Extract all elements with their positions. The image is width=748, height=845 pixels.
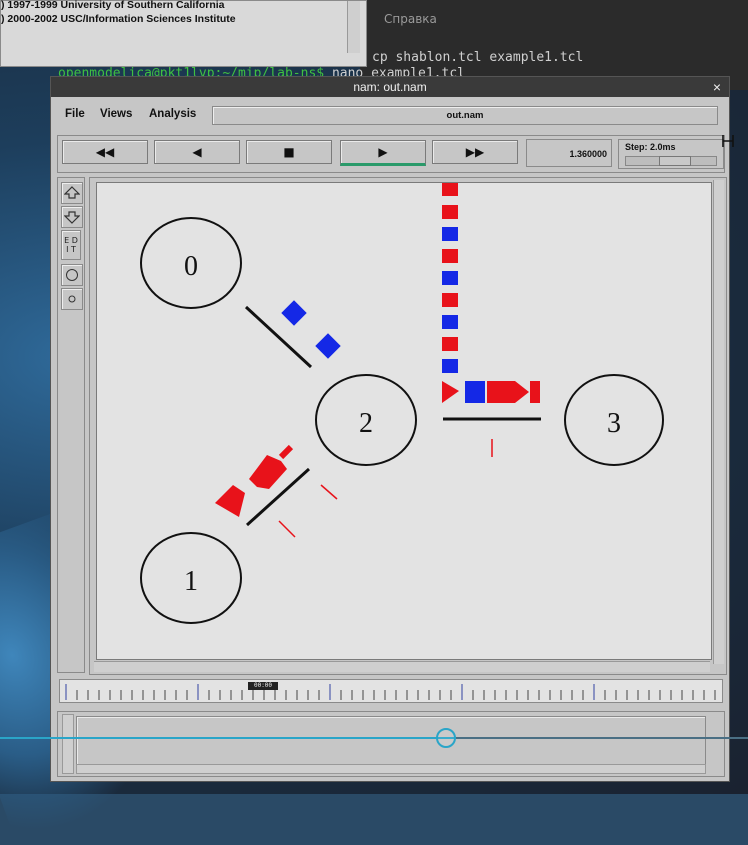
time-display: 1.360000 bbox=[526, 139, 612, 167]
monitor-content bbox=[76, 716, 706, 768]
step-slider[interactable] bbox=[625, 156, 717, 166]
menu-analysis[interactable]: Analysis bbox=[149, 108, 196, 120]
packet-red bbox=[278, 444, 294, 460]
queue-packet bbox=[442, 337, 458, 351]
step-slider-thumb[interactable] bbox=[659, 156, 691, 166]
terminal-command-line: cp shablon.tcl example1.tcl bbox=[372, 50, 584, 65]
node-2: 2 bbox=[315, 374, 417, 466]
queue-packet bbox=[442, 293, 458, 307]
horizontal-scrollbar[interactable] bbox=[94, 661, 710, 672]
queue-packet bbox=[442, 205, 458, 219]
zoom-out-icon[interactable] bbox=[61, 206, 83, 228]
vertical-scrollbar[interactable] bbox=[713, 180, 724, 664]
play-button[interactable]: ▶ bbox=[340, 140, 426, 166]
packet-blue bbox=[281, 300, 307, 326]
packet-red bbox=[442, 381, 459, 403]
queue-packet bbox=[442, 359, 458, 373]
terminal-menu-help[interactable]: Справка bbox=[384, 12, 437, 26]
link-1-2 bbox=[245, 467, 311, 527]
circle-icon[interactable] bbox=[61, 264, 83, 286]
menu-views[interactable]: Views bbox=[100, 108, 132, 120]
edit-button[interactable]: E D I T bbox=[61, 230, 81, 260]
menu-bar: File Views Analysis out.nam bbox=[57, 105, 723, 127]
step-control: Step: 2.0ms bbox=[618, 139, 724, 169]
stop-button[interactable]: ■ bbox=[246, 140, 332, 164]
animation-area: 0 1 2 3 bbox=[89, 177, 727, 675]
monitor-horizontal-scrollbar[interactable] bbox=[76, 764, 706, 774]
queue-packet bbox=[442, 227, 458, 241]
zoom-in-icon[interactable] bbox=[61, 182, 83, 204]
node-0-circle bbox=[140, 217, 242, 309]
rewind-button[interactable]: ◀◀ bbox=[62, 140, 148, 164]
side-toolbar: E D I T bbox=[57, 177, 85, 673]
timeline-slider[interactable]: 00:00 bbox=[59, 679, 723, 703]
packet-blue bbox=[315, 333, 341, 359]
video-progress-bar[interactable] bbox=[0, 737, 748, 739]
packet-red bbox=[487, 381, 529, 403]
network-canvas[interactable]: 0 1 2 3 bbox=[96, 182, 712, 660]
resize-cursor-icon bbox=[721, 133, 735, 149]
network-drawing: 0 1 2 3 bbox=[140, 183, 664, 624]
node-0: 0 bbox=[140, 217, 242, 309]
small-circle-icon[interactable] bbox=[61, 288, 83, 310]
copyright-scrollbar[interactable] bbox=[347, 1, 360, 53]
timeline-marker[interactable]: 00:00 bbox=[248, 682, 278, 690]
menu-views-label: Views bbox=[100, 108, 133, 120]
monitor-panel bbox=[57, 711, 725, 777]
node-2-label: 2 bbox=[359, 408, 373, 439]
node-3-label: 3 bbox=[607, 408, 621, 439]
monitor-vertical-scrollbar[interactable] bbox=[62, 714, 74, 774]
back-button[interactable]: ◀ bbox=[154, 140, 240, 164]
queue-packet bbox=[442, 249, 458, 263]
playback-toolbar: ◀◀ ◀ ■ ▶ ▶▶ 1.360000 Step: 2.0ms bbox=[57, 135, 725, 173]
node-1-label: 1 bbox=[184, 566, 198, 597]
queue-packet bbox=[442, 271, 458, 285]
filename-display: out.nam bbox=[212, 106, 718, 125]
terminal-window: Справка cp shablon.tcl example1.tcl bbox=[360, 0, 748, 90]
video-progress-knob[interactable] bbox=[436, 728, 456, 748]
timeline-ticks bbox=[65, 684, 716, 700]
close-icon[interactable]: × bbox=[712, 79, 721, 95]
drop-mark bbox=[320, 484, 338, 500]
packet-blue bbox=[465, 381, 485, 403]
packet-red bbox=[530, 381, 540, 403]
link-0-2 bbox=[244, 305, 313, 369]
copyright-window: ) 1997-1999 University of Southern Calif… bbox=[0, 0, 367, 67]
copyright-line-2: ) 2000-2002 USC/Information Sciences Ins… bbox=[1, 13, 236, 25]
menu-analysis-label: Analysis bbox=[149, 108, 197, 120]
fast-forward-button[interactable]: ▶▶ bbox=[432, 140, 518, 164]
node-1: 1 bbox=[140, 532, 242, 624]
title-bar[interactable]: nam: out.nam × bbox=[51, 77, 729, 97]
step-label: Step: 2.0ms bbox=[625, 142, 676, 152]
node-3: 3 bbox=[564, 374, 664, 466]
copyright-line-1: ) 1997-1999 University of Southern Calif… bbox=[1, 0, 225, 11]
node-2-circle bbox=[315, 374, 417, 466]
nam-window: nam: out.nam × File Views Analysis out.n… bbox=[50, 76, 730, 782]
video-progress-remaining bbox=[456, 737, 748, 739]
node-1-circle bbox=[140, 532, 242, 624]
node-3-circle bbox=[564, 374, 664, 466]
menu-file[interactable]: File bbox=[65, 108, 85, 120]
menu-file-label: File bbox=[65, 108, 85, 120]
packet-red bbox=[249, 455, 287, 489]
queue-packet bbox=[442, 315, 458, 329]
packet-red bbox=[215, 485, 245, 517]
drop-mark bbox=[278, 520, 296, 538]
node-0-label: 0 bbox=[184, 251, 198, 282]
window-title: nam: out.nam bbox=[353, 80, 427, 94]
queue-packet bbox=[442, 183, 458, 196]
